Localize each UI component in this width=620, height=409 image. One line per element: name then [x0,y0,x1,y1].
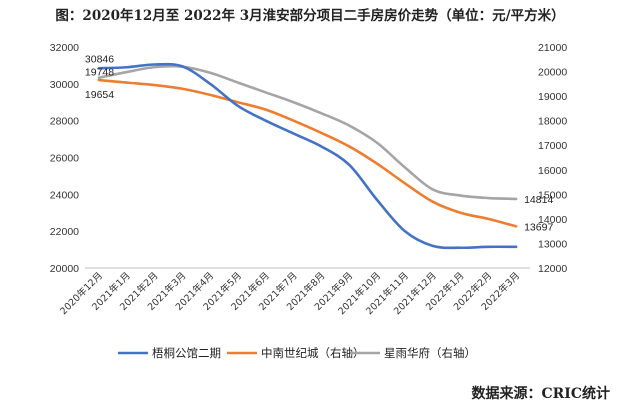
series-line-0 [97,62,518,250]
right-axis-tick-label: 20000 [538,67,567,79]
data-label: 14814 [524,194,553,206]
right-axis-tick-label: 14000 [538,214,567,226]
right-axis-tick-label: 18000 [538,116,567,128]
data-label: 19748 [85,67,114,79]
data-label: 19654 [85,89,114,101]
left-axis-tick-label: 24000 [50,189,79,201]
left-axis-tick-label: 26000 [50,153,79,165]
left-axis-tick-label: 22000 [50,226,79,238]
left-axis-tick-label: 20000 [50,263,79,275]
chart-title: 图：2020年12月至 2022年 3月淮安部分项目二手房房价走势（单位：元/平… [55,8,565,24]
right-axis-tick-label: 16000 [538,165,567,177]
left-axis-tick-label: 32000 [50,42,79,54]
right-axis-tick-label: 13000 [538,238,567,250]
legend-label-1: 中南世纪城（右轴） [261,346,365,360]
right-axis-tick-label: 19000 [538,91,567,103]
right-axis-tick-label: 15000 [538,189,567,201]
data-label: 13697 [524,221,553,233]
right-axis-tick-label: 12000 [538,263,567,275]
series-line-1 [97,78,518,228]
legend-label-0: 梧桐公馆二期 [152,346,221,360]
right-axis-tick-label: 21000 [538,42,567,54]
right-axis-tick-label: 17000 [538,140,567,152]
left-axis-tick-label: 30000 [50,79,79,91]
left-axis-tick-label: 28000 [50,116,79,128]
data-source-note: 数据来源：CRIC统计 [471,386,610,402]
series-line-2 [97,64,518,201]
data-label: 30846 [85,53,114,65]
legend-label-2: 星雨华府（右轴） [384,346,476,360]
